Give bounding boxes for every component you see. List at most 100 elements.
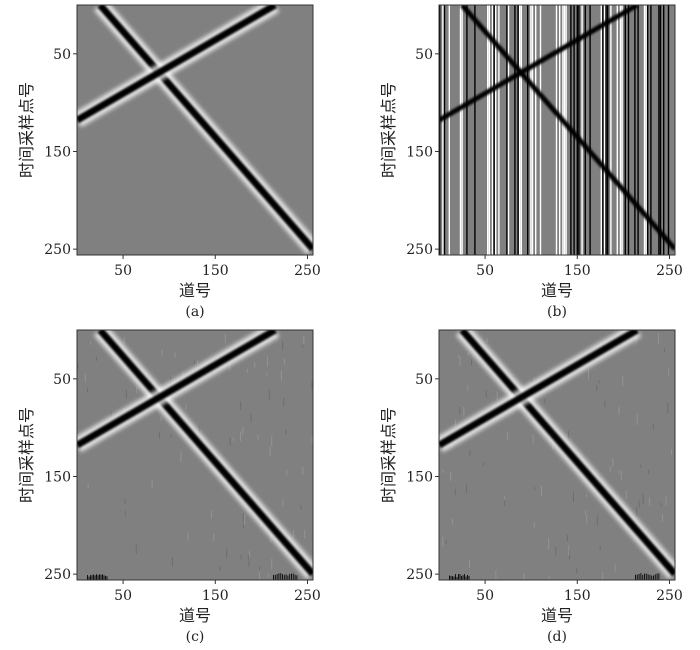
noise-trace xyxy=(667,5,670,255)
residual-noise xyxy=(466,484,468,494)
residual-noise xyxy=(532,434,534,444)
edge-artifact xyxy=(289,573,291,580)
y-tick-label: 50 xyxy=(53,47,71,63)
residual-noise xyxy=(125,389,127,399)
noise-trace xyxy=(645,5,647,255)
y-tick-label: 150 xyxy=(44,469,71,485)
edge-artifact xyxy=(467,575,468,580)
x-tick-label: 150 xyxy=(564,588,591,604)
residual-noise xyxy=(284,358,286,365)
residual-noise xyxy=(463,406,465,417)
edge-artifact xyxy=(291,573,292,580)
noise-trace xyxy=(530,5,532,255)
residual-noise xyxy=(89,341,91,345)
residual-noise xyxy=(648,469,650,475)
residual-noise xyxy=(671,449,673,455)
residual-noise xyxy=(459,406,461,415)
edge-artifact xyxy=(103,575,105,580)
noise-trace xyxy=(565,5,567,255)
residual-noise xyxy=(259,566,261,574)
noise-trace xyxy=(621,5,623,255)
residual-noise xyxy=(283,397,285,407)
plot-frame xyxy=(438,4,676,256)
residual-noise xyxy=(303,336,305,346)
residual-noise xyxy=(662,514,664,522)
residual-noise xyxy=(544,398,546,404)
residual-noise xyxy=(572,491,574,503)
y-tick-label: 50 xyxy=(53,372,71,388)
residual-noise xyxy=(566,534,568,542)
edge-artifact xyxy=(656,573,658,580)
panel-caption: (c) xyxy=(186,629,205,645)
residual-noise xyxy=(267,573,269,578)
residual-noise xyxy=(249,551,251,561)
residual-noise xyxy=(614,564,616,573)
edge-artifact xyxy=(283,574,285,580)
noise-trace xyxy=(487,5,489,255)
noise-trace xyxy=(461,5,463,255)
residual-noise xyxy=(568,545,570,556)
residual-noise xyxy=(286,469,288,476)
noise-trace xyxy=(610,5,612,255)
residual-noise xyxy=(602,571,604,580)
edge-artifact xyxy=(94,575,96,580)
noise-trace xyxy=(493,5,495,255)
noise-trace xyxy=(514,5,516,255)
noise-trace xyxy=(459,5,462,255)
residual-noise xyxy=(533,522,535,528)
noise-trace xyxy=(559,5,561,255)
residual-noise xyxy=(640,464,642,468)
edge-artifact xyxy=(465,576,467,580)
residual-noise xyxy=(247,554,249,558)
noise-trace xyxy=(576,5,578,255)
residual-noise xyxy=(504,496,506,501)
y-tick-label: 150 xyxy=(44,144,71,160)
plot-area xyxy=(77,330,313,580)
residual-noise xyxy=(652,423,654,430)
noise-trace xyxy=(491,5,494,255)
residual-noise xyxy=(503,498,505,506)
noise-trace xyxy=(605,5,607,255)
residual-noise xyxy=(609,466,611,472)
plot-frame xyxy=(438,329,676,581)
residual-noise xyxy=(482,462,484,467)
residual-noise xyxy=(219,566,221,571)
residual-noise xyxy=(620,470,622,481)
x-tick-label: 50 xyxy=(114,588,132,604)
edge-artifact xyxy=(292,573,294,580)
noise-trace xyxy=(658,5,660,255)
noise-trace xyxy=(647,5,649,255)
residual-noise xyxy=(124,498,126,504)
residual-noise xyxy=(224,333,226,344)
residual-noise xyxy=(160,416,162,421)
residual-noise xyxy=(197,360,199,366)
edge-artifact xyxy=(658,573,660,580)
residual-noise xyxy=(665,496,667,506)
panel-d: 50 150 250 50 150 250 道号 时间采样点号 (d) xyxy=(379,329,683,645)
residual-noise xyxy=(540,485,542,496)
y-axis-label: 时间采样点号 xyxy=(379,407,398,503)
edge-artifact xyxy=(99,574,100,580)
residual-noise xyxy=(467,385,469,392)
edge-artifact xyxy=(459,574,461,580)
residual-noise xyxy=(486,338,488,343)
residual-noise xyxy=(458,354,460,359)
residual-noise xyxy=(242,427,244,435)
event-1 xyxy=(97,5,313,252)
residual-noise xyxy=(585,493,587,498)
panel-caption: (b) xyxy=(547,304,567,320)
edge-artifact xyxy=(456,576,458,580)
event-2 xyxy=(77,5,277,124)
edge-artifact xyxy=(638,574,640,580)
edge-artifact xyxy=(653,575,654,580)
edge-artifact xyxy=(278,573,280,580)
residual-noise xyxy=(250,413,252,423)
residual-noise xyxy=(622,376,624,386)
residual-noise xyxy=(635,335,637,346)
noise-trace xyxy=(506,5,508,255)
noise-trace xyxy=(535,5,537,255)
residual-noise xyxy=(240,554,242,559)
noise-trace xyxy=(616,5,618,255)
noise-trace xyxy=(589,5,591,255)
plot-area xyxy=(439,5,675,255)
